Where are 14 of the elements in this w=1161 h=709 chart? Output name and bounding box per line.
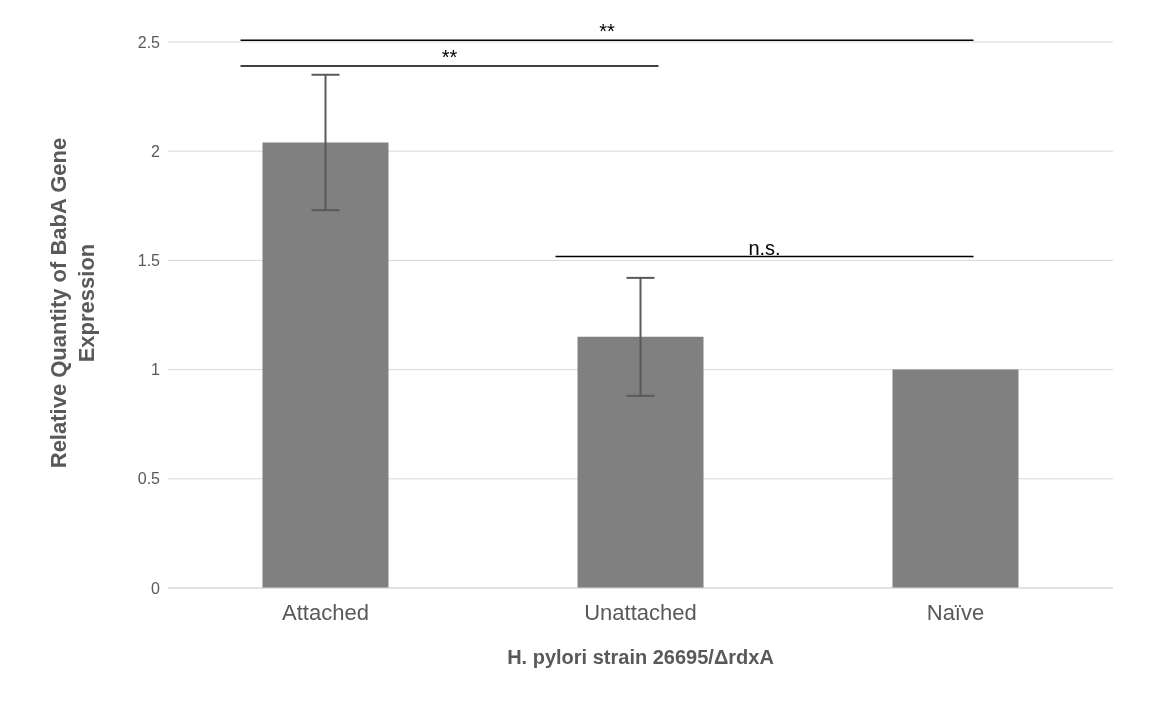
y-tick-label: 0.5	[137, 470, 161, 488]
x-tick-label: Naïve	[926, 599, 985, 625]
y-tick-label: 1.5	[137, 252, 161, 270]
x-tick-label: Attached	[282, 599, 369, 625]
x-axis-title: H. pylori strain 26695/ΔrdxA	[506, 646, 775, 669]
y-tick-label: 1	[151, 361, 161, 379]
annotation: **	[599, 20, 615, 43]
y-tick-label: 2	[151, 142, 161, 160]
annotation: **	[441, 46, 458, 69]
y-tick-label: 0	[151, 579, 161, 597]
y-tick-label: 2.5	[137, 33, 161, 51]
x-tick-label: Unattached	[584, 599, 697, 625]
annotation: n.s.	[748, 236, 781, 259]
y-axis-title: Relative Quantity of BabA Gene Expression	[45, 136, 100, 471]
